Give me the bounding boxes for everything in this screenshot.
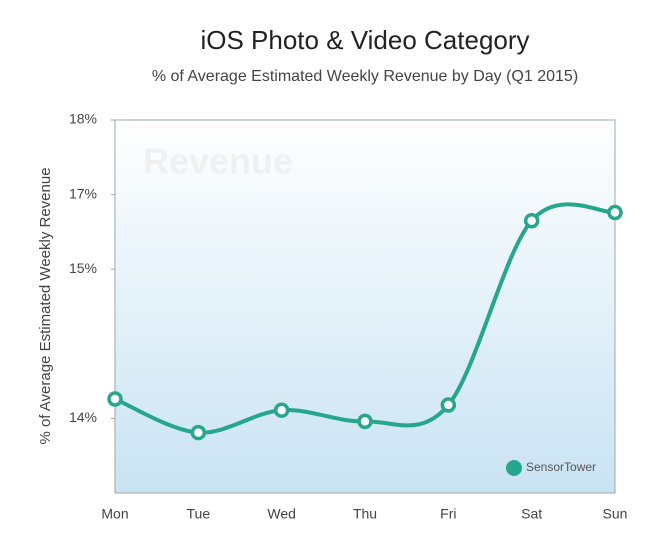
data-point [273,402,290,418]
x-tick-label: Sat [521,506,542,522]
y-tick-label: 18% [69,111,97,127]
y-tick-label: 15% [69,260,97,276]
x-tick-label: Thu [353,506,377,522]
data-point [523,212,540,229]
brand-logo [506,460,522,476]
watermark: Revenue [143,141,293,182]
x-tick-label: Sun [603,506,628,522]
data-point [190,424,207,441]
data-point [607,204,623,221]
data-point [357,413,373,430]
x-tick-label: Wed [267,506,296,522]
y-tick-label: 17% [69,185,97,201]
chart-subtitle: % of Average Estimated Weekly Revenue by… [152,68,578,85]
x-tick-label: Mon [101,506,128,522]
chart-title: iOS Photo & Video Category [200,25,529,55]
y-tick-label: 14% [69,409,97,425]
data-point [440,397,457,413]
y-axis-label: % of Average Estimated Weekly Revenue [37,167,54,444]
brand: SensorTower [526,460,596,474]
x-tick-label: Fri [440,506,456,522]
x-tick-label: Tue [187,506,211,522]
data-point [107,391,123,407]
